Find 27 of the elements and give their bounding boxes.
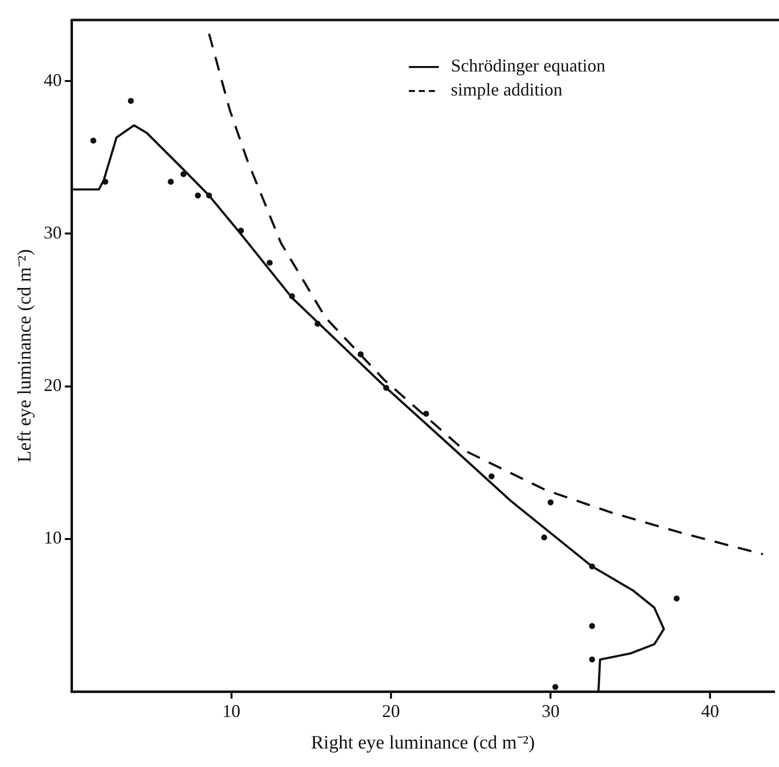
point	[266, 260, 273, 266]
y-tick-label: 20	[44, 375, 62, 396]
x-axis-title: Right eye luminance (cd m⁻²)	[311, 732, 535, 754]
y-tick-label: 10	[44, 528, 62, 548]
legend-label: simple addition	[450, 80, 562, 100]
point	[552, 684, 558, 690]
y-tick-label: 30	[44, 222, 62, 242]
point	[128, 98, 134, 104]
point	[541, 534, 548, 540]
y-axis-title: Left eye luminance (cd m⁻²)	[14, 249, 36, 462]
point	[90, 138, 96, 144]
x-tick-label: 10	[222, 701, 240, 722]
x-tick-label: 20	[382, 701, 400, 722]
x-tick-label: 30	[542, 701, 560, 722]
point	[548, 499, 554, 506]
point	[180, 171, 187, 178]
point	[674, 595, 680, 602]
y-tick-label: 40	[44, 70, 62, 90]
point	[589, 622, 596, 629]
point	[423, 410, 430, 417]
line-series	[208, 32, 764, 556]
point	[488, 473, 495, 480]
legend-label: Schrödinger equation	[450, 56, 606, 76]
point	[194, 192, 201, 199]
x-tick-label: 40	[701, 701, 720, 722]
point	[168, 178, 174, 185]
point	[589, 656, 596, 663]
